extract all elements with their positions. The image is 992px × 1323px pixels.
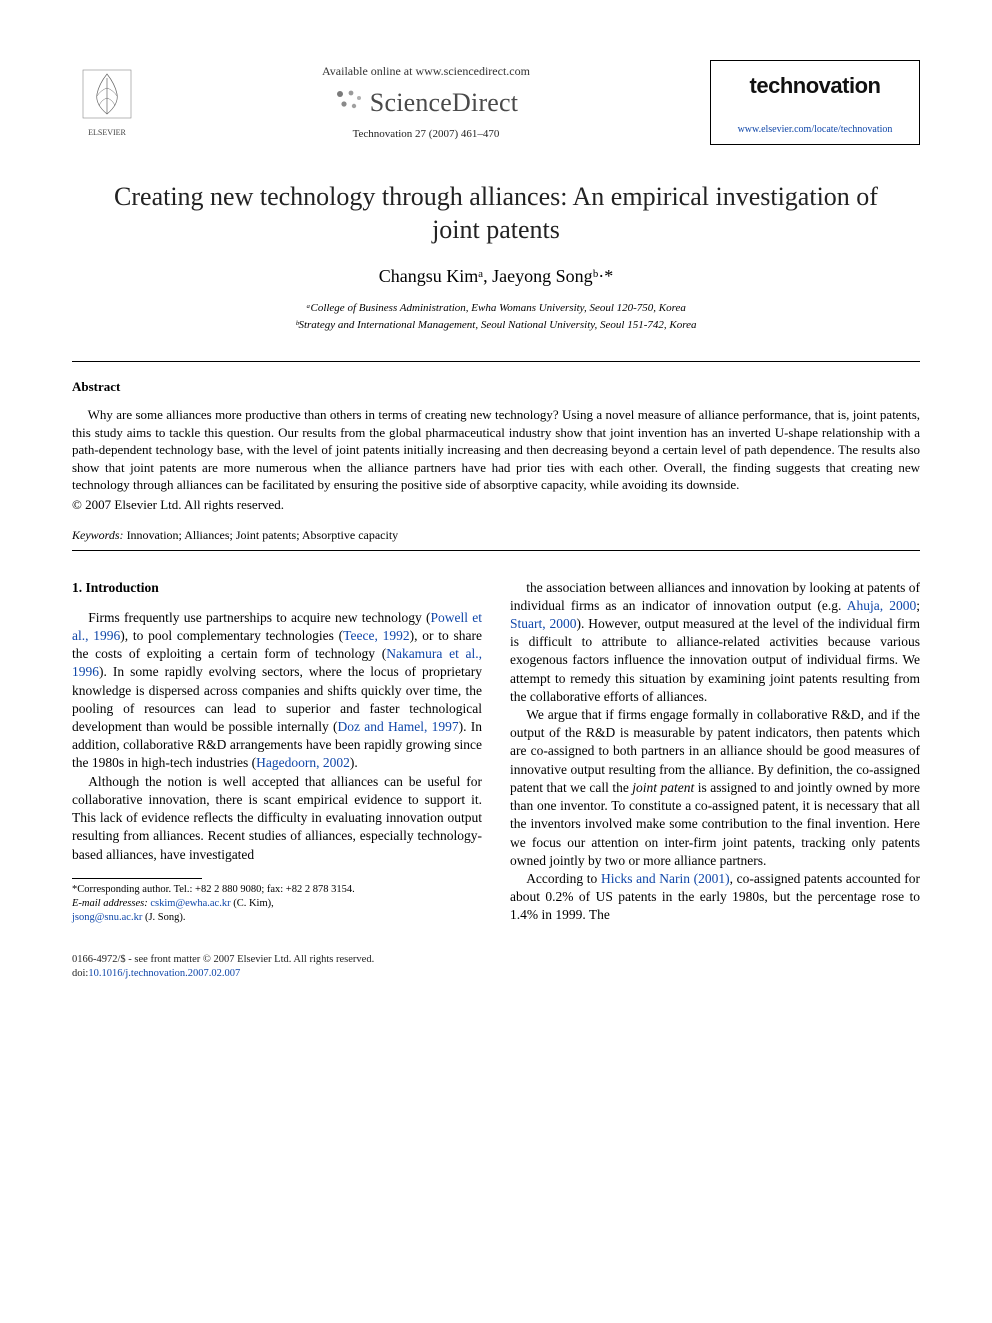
- journal-name: technovation: [723, 71, 907, 101]
- available-online-text: Available online at www.sciencedirect.co…: [142, 63, 710, 79]
- email-who-2: (J. Song).: [142, 912, 185, 923]
- keywords-label: Keywords:: [72, 528, 124, 542]
- doi-link[interactable]: 10.1016/j.technovation.2007.02.007: [88, 968, 240, 979]
- email-link-1[interactable]: cskim@ewha.ac.kr: [150, 898, 230, 909]
- intro-paragraph-1: Firms frequently use partnerships to acq…: [72, 609, 482, 773]
- sciencedirect-block: Available online at www.sciencedirect.co…: [142, 63, 710, 142]
- article-title: Creating new technology through alliance…: [112, 181, 880, 246]
- journal-title-box: technovation www.elsevier.com/locate/tec…: [710, 60, 920, 145]
- abstract-heading: Abstract: [72, 378, 920, 396]
- text-span: ), to pool complementary technologies (: [120, 628, 343, 643]
- sciencedirect-dots-icon: [334, 88, 364, 123]
- abstract-text: Why are some alliances more productive t…: [72, 406, 920, 494]
- citation-link[interactable]: Hicks and Narin (2001): [601, 871, 730, 886]
- text-span: According to: [526, 871, 601, 886]
- abstract-block: Abstract Why are some alliances more pro…: [72, 378, 920, 513]
- intro-paragraph-2: Although the notion is well accepted tha…: [72, 773, 482, 864]
- col2-paragraph-3: According to Hicks and Narin (2001), co-…: [510, 870, 920, 925]
- footnotes: *Corresponding author. Tel.: +82 2 880 9…: [72, 883, 482, 926]
- rule-bottom: [72, 550, 920, 551]
- keywords-list: Innovation; Alliances; Joint patents; Ab…: [127, 528, 399, 542]
- affiliation-b: ᵇStrategy and International Management, …: [72, 317, 920, 334]
- elsevier-tree-icon: [79, 66, 135, 122]
- text-span: ).: [350, 755, 358, 770]
- citation-link[interactable]: Hagedoorn, 2002: [256, 755, 350, 770]
- col2-paragraph-1: the association between alliances and in…: [510, 579, 920, 707]
- email-link-2[interactable]: jsong@snu.ac.kr: [72, 912, 142, 923]
- email-line-2: jsong@snu.ac.kr (J. Song).: [72, 911, 482, 925]
- emphasis-joint-patent: joint patent: [632, 780, 694, 795]
- citation-link[interactable]: Ahuja, 2000: [847, 598, 916, 613]
- text-span: Firms frequently use partnerships to acq…: [88, 610, 430, 625]
- brand-row: ELSEVIER Available online at www.science…: [72, 60, 920, 145]
- citation-link[interactable]: Doz and Hamel, 1997: [338, 719, 459, 734]
- affiliation-a: ᵃCollege of Business Administration, Ewh…: [72, 300, 920, 317]
- corresponding-author: *Corresponding author. Tel.: +82 2 880 9…: [72, 883, 482, 897]
- citation-line: Technovation 27 (2007) 461–470: [142, 127, 710, 142]
- journal-header: ELSEVIER Available online at www.science…: [72, 60, 920, 145]
- doi-line: doi:10.1016/j.technovation.2007.02.007: [72, 967, 920, 981]
- text-span: ;: [916, 598, 920, 613]
- email-label: E-mail addresses:: [72, 898, 148, 909]
- issn-line: 0166-4972/$ - see front matter © 2007 El…: [72, 953, 920, 967]
- abstract-copyright: © 2007 Elsevier Ltd. All rights reserved…: [72, 496, 920, 514]
- sciencedirect-text: ScienceDirect: [370, 88, 518, 117]
- affiliations: ᵃCollege of Business Administration, Ewh…: [72, 300, 920, 333]
- elsevier-label: ELSEVIER: [72, 128, 142, 139]
- citation-link[interactable]: Teece, 1992: [343, 628, 409, 643]
- rule-top: [72, 361, 920, 362]
- citation-link[interactable]: Stuart, 2000: [510, 616, 577, 631]
- authors-line: Changsu Kimᵃ, Jaeyong Songᵇ·*: [72, 264, 920, 288]
- journal-url[interactable]: www.elsevier.com/locate/technovation: [723, 123, 907, 137]
- col2-paragraph-2: We argue that if firms engage formally i…: [510, 706, 920, 870]
- body-columns: 1. Introduction Firms frequently use par…: [72, 579, 920, 926]
- email-who-1: (C. Kim),: [231, 898, 274, 909]
- email-line: E-mail addresses: cskim@ewha.ac.kr (C. K…: [72, 897, 482, 911]
- elsevier-logo: ELSEVIER: [72, 66, 142, 139]
- sciencedirect-logo: ScienceDirect: [142, 85, 710, 123]
- bottom-metadata: 0166-4972/$ - see front matter © 2007 El…: [72, 953, 920, 981]
- keywords-line: Keywords: Innovation; Alliances; Joint p…: [72, 527, 920, 543]
- footnote-rule: [72, 878, 202, 879]
- section-heading-intro: 1. Introduction: [72, 579, 482, 597]
